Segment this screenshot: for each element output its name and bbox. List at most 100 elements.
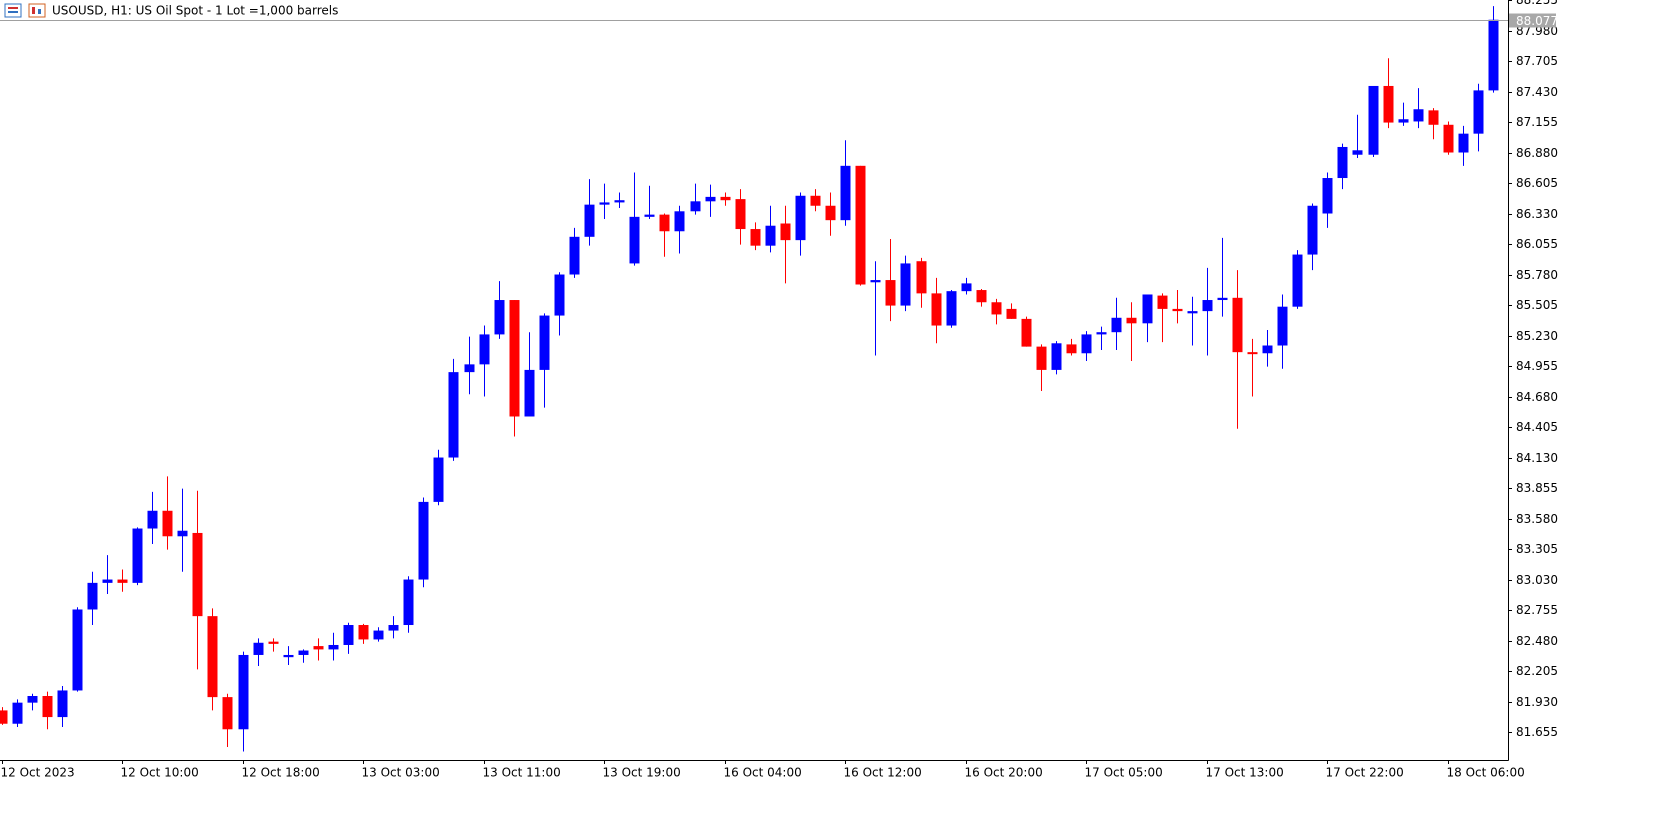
candle-body (448, 372, 459, 458)
candle-body (313, 646, 324, 650)
y-tick-label: 86.055 (1516, 237, 1558, 251)
candle-body (388, 625, 399, 631)
candle-body (1262, 345, 1273, 354)
icon (4, 3, 22, 18)
candle-body (132, 528, 143, 583)
candle-body (931, 293, 942, 326)
x-tick-label: 13 Oct 11:00 (483, 766, 561, 780)
candle-body (825, 205, 836, 221)
candle-body (358, 625, 369, 640)
candle-body (554, 274, 565, 316)
candle-body (855, 165, 866, 285)
candle-body (840, 165, 851, 221)
candle-body (207, 616, 218, 698)
candle-body (795, 195, 806, 241)
y-tick-label: 81.655 (1516, 725, 1558, 739)
candle-body (1337, 146, 1348, 179)
candle-body (584, 204, 595, 237)
candle-body (1217, 297, 1228, 301)
candle-body (283, 654, 294, 658)
candle-body (42, 696, 53, 718)
candle-body (1111, 317, 1122, 333)
candle-body (373, 630, 384, 640)
candle-body (87, 582, 98, 610)
candle-body (674, 211, 685, 232)
candle-body (765, 225, 776, 246)
candle-body (479, 334, 490, 365)
candle-body (991, 302, 1002, 315)
candle-body (253, 642, 264, 655)
candle-body (720, 196, 731, 201)
candle-body (1096, 332, 1107, 335)
candle-body (1383, 85, 1394, 123)
candle-body (72, 609, 83, 691)
candle-body (659, 214, 670, 232)
icon (28, 3, 46, 18)
candle-body (976, 290, 987, 303)
y-tick-label: 86.605 (1516, 176, 1558, 190)
candle-body (1172, 308, 1183, 312)
candle-body (494, 300, 505, 335)
y-tick-label: 82.205 (1516, 664, 1558, 678)
candle-body (162, 510, 173, 537)
icon (38, 9, 41, 14)
x-tick-label: 17 Oct 05:00 (1085, 766, 1163, 780)
candle-body (177, 530, 188, 537)
icon (8, 11, 18, 13)
candle-body (102, 579, 113, 583)
candle-body (117, 579, 128, 583)
candle-body (1036, 346, 1047, 370)
candle-body (1488, 19, 1499, 91)
y-tick-label: 88.255 (1516, 0, 1558, 7)
y-tick-label: 83.855 (1516, 481, 1558, 495)
candle-body (524, 369, 535, 417)
candle-body (690, 201, 701, 212)
candle-body (509, 300, 520, 417)
candle-body (1458, 133, 1469, 153)
candle-body (1292, 254, 1303, 307)
candle-body (1066, 344, 1077, 354)
x-tick-label: 12 Oct 18:00 (242, 766, 320, 780)
candle-body (1142, 294, 1153, 324)
plot-area (0, 6, 1499, 752)
candle-body (343, 625, 354, 645)
icon (32, 7, 35, 14)
x-tick-label: 16 Oct 12:00 (844, 766, 922, 780)
last-price-label: 88.077 (1516, 14, 1558, 28)
x-tick-label: 12 Oct 10:00 (121, 766, 199, 780)
candle-body (298, 650, 309, 655)
candle-body (1021, 318, 1032, 347)
candle-body (1232, 297, 1243, 353)
candle-body (222, 697, 233, 730)
y-tick-label: 86.880 (1516, 146, 1558, 160)
last-price-tag (1509, 13, 1556, 28)
candle-body (644, 214, 655, 217)
y-tick-label: 84.405 (1516, 420, 1558, 434)
x-tick-label: 13 Oct 19:00 (603, 766, 681, 780)
candle-body (1307, 205, 1318, 255)
y-tick-label: 87.430 (1516, 85, 1558, 99)
x-tick-label: 17 Oct 22:00 (1326, 766, 1404, 780)
candle-body (810, 195, 821, 206)
candle-body (57, 690, 68, 718)
y-tick-label: 83.305 (1516, 542, 1558, 556)
candle-body (1398, 119, 1409, 123)
candle-body (599, 202, 610, 205)
candle-body (750, 229, 761, 246)
candle-body (464, 364, 475, 373)
x-tick-label: 16 Oct 20:00 (965, 766, 1043, 780)
candle-body (1081, 334, 1092, 354)
x-tick-label: 16 Oct 04:00 (724, 766, 802, 780)
x-tick-label: 13 Oct 03:00 (362, 766, 440, 780)
candle-body (1277, 306, 1288, 346)
candle-body (1413, 109, 1424, 122)
candle-body (629, 216, 640, 264)
candle-body (1187, 311, 1198, 314)
candle-body (705, 196, 716, 202)
candle-body (780, 223, 791, 241)
y-tick-label: 87.705 (1516, 54, 1558, 68)
y-tick-label: 82.755 (1516, 603, 1558, 617)
candle-body (418, 501, 429, 580)
